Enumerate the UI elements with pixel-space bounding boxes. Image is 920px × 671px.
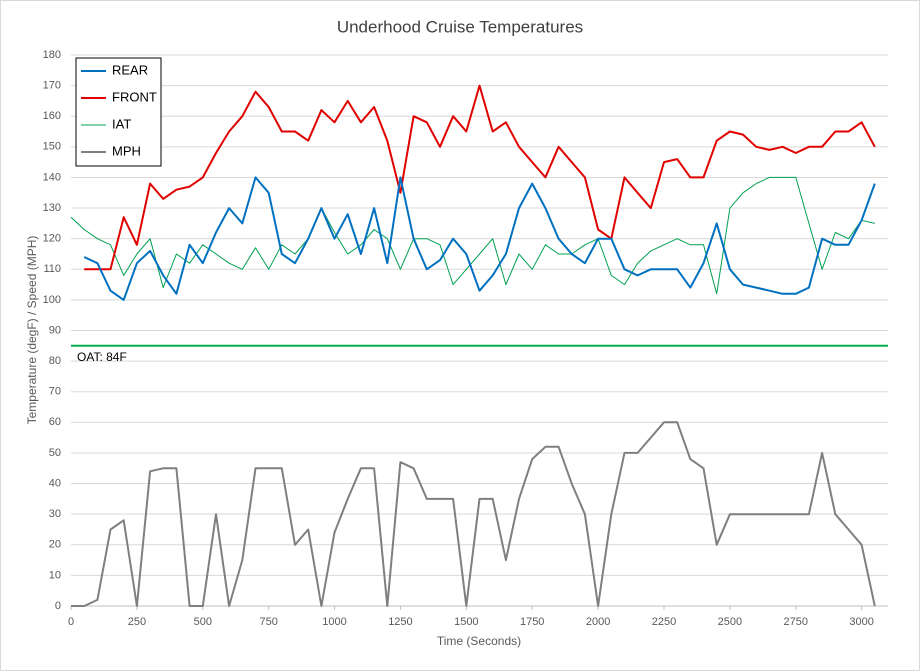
series-line — [83, 176, 876, 301]
y-tick-label: 170 — [43, 80, 61, 92]
y-tick-label: 90 — [49, 324, 61, 336]
x-tick-label: 750 — [259, 616, 277, 628]
x-axis-label: Time (Seconds) — [437, 634, 521, 648]
y-tick-label: 130 — [43, 202, 61, 214]
y-tick-label: 110 — [43, 263, 61, 275]
x-tick-label: 1250 — [388, 616, 412, 628]
y-tick-label: 0 — [55, 600, 61, 612]
y-tick-label: 70 — [49, 386, 61, 398]
x-tick-label: 0 — [68, 616, 74, 628]
legend-label: FRONT — [112, 89, 157, 104]
y-tick-label: 160 — [43, 110, 61, 122]
y-tick-label: 180 — [43, 49, 61, 61]
y-tick-label: 120 — [43, 233, 61, 245]
x-tick-label: 250 — [128, 616, 146, 628]
legend-label: REAR — [112, 62, 148, 77]
y-axis-label: Temperature (degF) / Speed (MPH) — [25, 236, 39, 425]
x-tick-label: 1500 — [454, 616, 478, 628]
y-tick-label: 10 — [49, 569, 61, 581]
y-tick-label: 60 — [49, 416, 61, 428]
series-line — [84, 84, 876, 271]
legend-label: IAT — [112, 116, 131, 131]
x-tick-label: 500 — [194, 616, 212, 628]
y-tick-label: 140 — [43, 171, 61, 183]
y-tick-label: 150 — [43, 141, 61, 153]
legend: REAR FRONT IAT MPH — [75, 57, 162, 167]
series-line — [70, 176, 875, 295]
legend-label: MPH — [112, 143, 141, 158]
x-tick-label: 1000 — [322, 616, 346, 628]
y-tick-label: 100 — [43, 294, 61, 306]
y-tick-label: 80 — [49, 355, 61, 367]
series-line — [71, 421, 876, 607]
x-tick-label: 2500 — [718, 616, 742, 628]
y-tick-label: 40 — [49, 477, 61, 489]
reference-label: OAT: 84F — [77, 350, 127, 364]
y-tick-label: 20 — [49, 539, 61, 551]
x-tick-label: 2750 — [784, 616, 808, 628]
y-tick-label: 50 — [49, 447, 61, 459]
legend-box — [75, 57, 162, 167]
y-tick-label: 30 — [49, 508, 61, 520]
x-tick-label: 2000 — [586, 616, 610, 628]
x-tick-label: 2250 — [652, 616, 676, 628]
x-tick-label: 1750 — [520, 616, 544, 628]
x-tick-label: 3000 — [849, 616, 873, 628]
chart-title: Underhood Cruise Temperatures — [337, 17, 583, 36]
